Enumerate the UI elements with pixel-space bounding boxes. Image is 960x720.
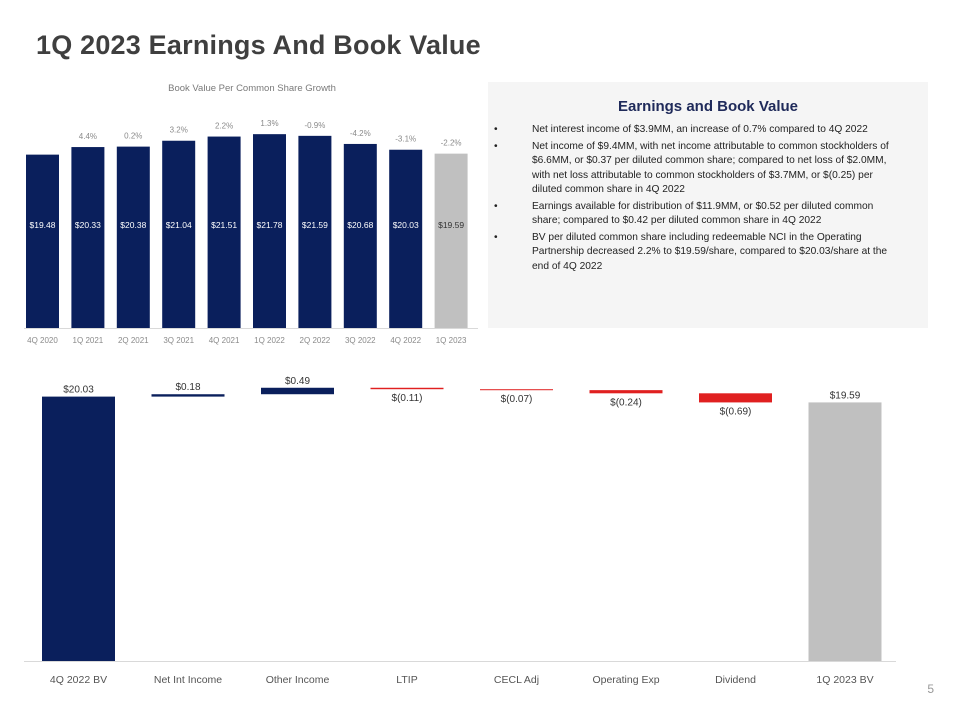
growth-label: 0.2%: [124, 132, 142, 141]
bar-value-label: $20.33: [75, 220, 101, 230]
waterfall-value-label: $(0.24): [610, 397, 642, 408]
waterfall-bar: [699, 393, 772, 403]
x-tick-label: Operating Exp: [592, 674, 659, 686]
x-tick-label: CECL Adj: [494, 674, 539, 686]
bullet-item: • Net income of $9.4MM, with net income …: [494, 140, 904, 198]
waterfall-value-label: $19.59: [830, 390, 861, 401]
bar-value-label: $19.48: [30, 220, 56, 230]
waterfall-value-label: $0.49: [285, 376, 310, 387]
waterfall-value-label: $(0.07): [501, 394, 533, 405]
bar: [389, 149, 423, 328]
bullet-dot: •: [494, 231, 498, 243]
bullet-item: • Earnings available for distribution of…: [494, 200, 904, 229]
x-tick-label: 1Q 2022: [254, 336, 285, 345]
waterfall-value-label: $(0.11): [392, 393, 423, 404]
bar: [298, 135, 332, 328]
growth-label: -4.2%: [350, 129, 371, 138]
bullet-dot: •: [494, 124, 498, 135]
bullet-list: • Net interest income of $3.9MM, an incr…: [494, 123, 904, 276]
waterfall-bar: [151, 394, 225, 397]
waterfall-value-label: $(0.69): [720, 406, 752, 417]
bar: [434, 153, 468, 328]
bar: [253, 134, 286, 328]
book-value-waterfall-chart: $20.03 4Q 2022 BV $0.18 Net Int Income $0.49…: [24, 376, 896, 686]
bar: [71, 147, 105, 328]
bar-value-label: $21.59: [302, 220, 328, 230]
growth-label: 3.2%: [170, 126, 188, 135]
waterfall-bar: [261, 387, 334, 395]
bar-value-label: $20.68: [347, 220, 373, 230]
x-tick-label: LTIP: [396, 674, 417, 686]
x-tick-label: 4Q 2020: [27, 336, 58, 345]
waterfall-bar: [589, 390, 663, 394]
bar: [26, 154, 59, 328]
bullet-text: Earnings available for distribution of $…: [532, 200, 874, 227]
growth-label: 4.4%: [79, 132, 97, 141]
bar: [343, 143, 377, 328]
waterfall-value-label: $20.03: [63, 385, 94, 396]
growth-label: -2.2%: [441, 139, 462, 148]
waterfall-bar: [370, 387, 444, 390]
x-tick-label: 1Q 2023 BV: [816, 674, 873, 686]
bar: [207, 136, 241, 328]
x-tick-label: 3Q 2021: [163, 336, 194, 345]
page-title: 1Q 2023 Earnings And Book Value: [36, 30, 481, 60]
waterfall-bar: [480, 389, 553, 391]
x-tick-label: Net Int Income: [154, 674, 222, 686]
x-tick-label: Other Income: [266, 674, 330, 686]
book-value-growth-chart: Book Value Per Common Share Growth $19.48…: [24, 83, 478, 345]
x-tick-label: 2Q 2022: [300, 336, 331, 345]
earnings-panel: Earnings and Book Value • Net interest i…: [488, 82, 928, 328]
bullet-text: Net income of $9.4MM, with net income at…: [532, 140, 889, 196]
waterfall-value-label: $0.18: [175, 382, 200, 393]
chart-title: Book Value Per Common Share Growth: [168, 83, 336, 94]
bar-value-label: $21.04: [166, 220, 192, 230]
x-tick-label: 4Q 2021: [209, 336, 240, 345]
bar-value-label: $21.78: [257, 220, 283, 230]
growth-label: -3.1%: [395, 135, 416, 144]
page-number: 5: [927, 682, 934, 696]
growth-label: 2.2%: [215, 122, 233, 131]
growth-label: -0.9%: [304, 121, 325, 130]
bullet-item: • Net interest income of $3.9MM, an incr…: [494, 123, 904, 138]
waterfall-bar: [808, 402, 882, 661]
bullet-item: • BV per diluted common share including …: [494, 231, 904, 275]
x-tick-label: 4Q 2022 BV: [50, 674, 107, 686]
bullet-dot: •: [494, 140, 498, 152]
bar: [162, 140, 196, 328]
x-tick-label: 3Q 2022: [345, 336, 376, 345]
panel-title: Earnings and Book Value: [617, 98, 799, 115]
x-tick-label: 2Q 2021: [118, 336, 149, 345]
x-tick-label: Dividend: [715, 674, 756, 686]
bar-value-label: $20.38: [120, 220, 146, 230]
bar-value-label: $20.03: [393, 220, 419, 230]
bullet-text: BV per diluted common share including re…: [532, 231, 888, 272]
growth-label: 1.3%: [260, 119, 278, 128]
bar-value-label: $21.51: [211, 220, 237, 230]
x-tick-label: 4Q 2022: [390, 336, 421, 345]
bar: [116, 146, 150, 328]
x-tick-label: 1Q 2023: [436, 336, 467, 345]
bullet-dot: •: [494, 200, 498, 212]
x-tick-label: 1Q 2021: [73, 336, 104, 345]
waterfall-bar: [42, 396, 115, 661]
bar-value-label: $19.59: [438, 220, 464, 230]
bullet-text: Net interest income of $3.9MM, an increa…: [532, 124, 868, 135]
